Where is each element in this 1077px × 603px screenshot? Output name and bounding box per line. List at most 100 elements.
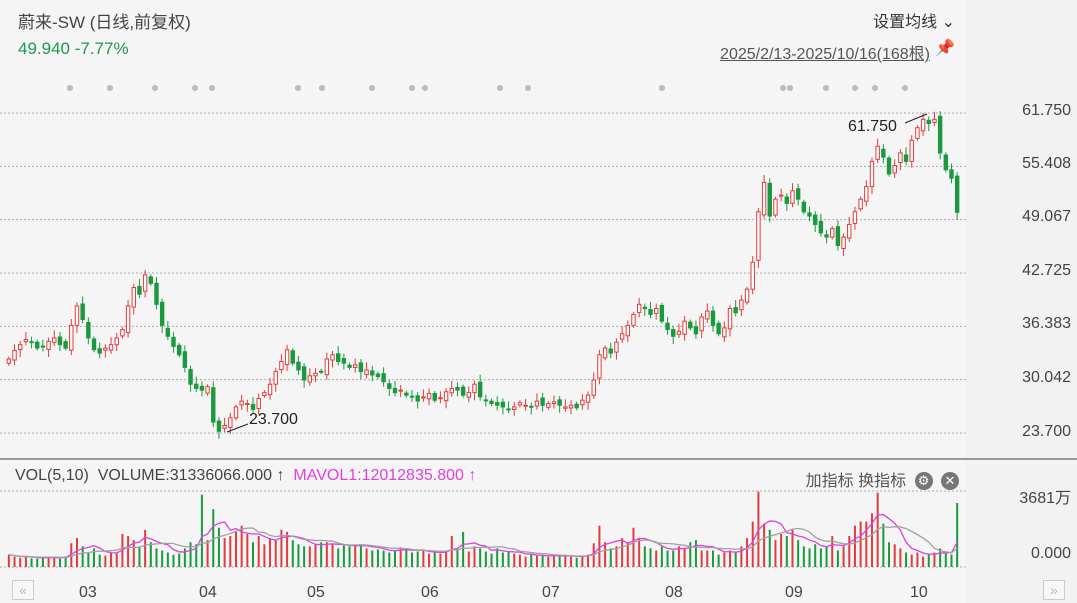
switch-indicator-button[interactable]: 换指标 xyxy=(858,473,907,490)
volume-bar xyxy=(780,533,783,567)
event-marker-icon xyxy=(852,85,858,91)
volume-bar xyxy=(257,536,260,567)
candle-body xyxy=(563,406,568,409)
candle-body xyxy=(148,276,154,284)
candle-body xyxy=(727,308,733,330)
candle-body xyxy=(642,306,648,310)
candle-body xyxy=(676,330,682,335)
volume-bar xyxy=(58,558,61,567)
volume-bar xyxy=(746,538,749,567)
candle-body xyxy=(767,182,772,217)
month-label: 03 xyxy=(79,584,97,601)
volume-bar xyxy=(626,542,629,567)
candle-body xyxy=(131,287,136,308)
scroll-right-button[interactable]: » xyxy=(1043,580,1065,600)
candle-body xyxy=(665,322,670,331)
volume-bar xyxy=(575,557,578,567)
candle-body xyxy=(370,370,375,376)
event-marker-icon xyxy=(209,85,215,91)
pin-icon[interactable]: 📌 xyxy=(935,40,955,57)
volume-bar xyxy=(621,538,624,567)
event-marker-icon xyxy=(319,85,325,91)
volume-bar xyxy=(706,550,709,567)
candle-body xyxy=(864,186,869,202)
candle-body xyxy=(477,381,483,398)
volume-bar xyxy=(24,556,27,567)
volume-header: VOL(5,10) VOLUME:31336066.000 ↑ MAVOL1:1… xyxy=(15,467,476,485)
volume-bar xyxy=(155,548,158,567)
scroll-left-button[interactable]: « xyxy=(12,580,34,600)
volume-bar xyxy=(513,553,516,567)
volume-bar xyxy=(212,509,215,567)
candle-body xyxy=(761,181,767,216)
candle-body xyxy=(199,385,205,391)
volume-bar xyxy=(643,546,646,567)
volume-bar xyxy=(848,536,851,567)
volume-bar xyxy=(183,548,186,567)
volume-bar xyxy=(280,529,283,567)
volume-bar xyxy=(922,556,925,567)
volume-bar xyxy=(325,542,328,567)
candle-body xyxy=(773,198,778,216)
volume-bar xyxy=(405,548,408,567)
candle-body xyxy=(671,329,676,337)
candle-body xyxy=(279,361,284,371)
volume-bar xyxy=(717,554,720,567)
volume-bar xyxy=(348,546,351,567)
month-label: 06 xyxy=(421,584,439,601)
low-annotation: 23.700 xyxy=(249,411,298,428)
candle-body xyxy=(114,337,119,346)
volume-bar xyxy=(836,550,839,567)
volume-bar xyxy=(802,546,805,567)
volume-bar xyxy=(740,546,743,567)
candle-body xyxy=(86,321,91,339)
volume-bar xyxy=(797,540,800,567)
candle-body xyxy=(546,403,551,408)
volume-bar xyxy=(320,542,323,567)
candle-body xyxy=(954,175,960,213)
event-marker-icon xyxy=(823,85,829,91)
volume-bar xyxy=(570,556,573,567)
mavol10-line xyxy=(8,526,958,559)
volume-bar xyxy=(428,553,431,567)
month-label: 05 xyxy=(307,584,325,601)
volume-bar xyxy=(518,554,521,567)
volume-bar xyxy=(7,554,10,567)
volume-bar xyxy=(774,540,777,567)
candle-body xyxy=(932,118,937,124)
candle-body xyxy=(137,285,142,295)
event-marker-icon xyxy=(107,85,113,91)
candle-body xyxy=(699,316,704,332)
price-tick: 36.383 xyxy=(1022,315,1071,332)
volume-bar xyxy=(337,548,340,567)
candle-body xyxy=(608,348,613,354)
candle-body xyxy=(216,420,222,432)
candle-body xyxy=(398,389,403,392)
candle-body xyxy=(460,386,466,396)
add-indicator-button[interactable]: 加指标 xyxy=(805,473,854,490)
volume-bar xyxy=(615,546,618,567)
volume-bar xyxy=(149,542,152,567)
date-range-link[interactable]: 2025/2/13-2025/10/16(168根) xyxy=(720,46,930,63)
event-marker-icon xyxy=(152,85,158,91)
vol-name: VOL(5,10) xyxy=(15,467,89,484)
candle-body xyxy=(898,152,903,164)
volume-bar xyxy=(433,552,436,567)
candle-body xyxy=(659,305,665,322)
volume-bar xyxy=(927,554,930,567)
volume-bar xyxy=(399,547,402,567)
candle-body xyxy=(534,400,540,407)
candle-body xyxy=(211,387,216,423)
volume-zero-label: 0.000 xyxy=(1030,545,1071,562)
close-icon[interactable]: ✕ xyxy=(941,472,959,490)
candle-body xyxy=(739,299,744,311)
plot-background xyxy=(0,0,966,603)
volume-bar xyxy=(632,527,635,567)
volume-bar xyxy=(564,554,567,567)
ma-settings-dropdown[interactable]: 设置均线 ⌄ xyxy=(873,14,955,31)
gear-icon[interactable]: ⚙ xyxy=(914,472,933,490)
candle-body xyxy=(733,307,738,314)
candle-body xyxy=(937,115,943,154)
event-marker-icon xyxy=(902,85,908,91)
